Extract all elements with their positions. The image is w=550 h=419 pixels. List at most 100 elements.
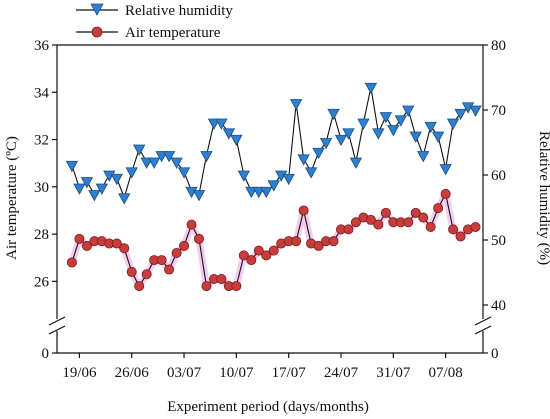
temperature-point (231, 281, 242, 292)
temperature-point (365, 214, 376, 225)
x-tick-label: 10/07 (219, 365, 254, 381)
temperature-point (193, 233, 204, 244)
humidity-point (118, 193, 131, 205)
temperature-point (246, 255, 257, 266)
temperature-point (418, 212, 429, 223)
humidity-point (282, 173, 295, 186)
humidity-point (215, 118, 228, 130)
temperature-point (141, 269, 152, 280)
humidity-point (342, 128, 355, 140)
humidity-point (439, 164, 452, 176)
humidity-point (409, 131, 422, 143)
humidity-point (297, 154, 310, 166)
x-tick-label: 17/07 (272, 365, 307, 381)
humidity-point (289, 99, 303, 111)
humidity-point (372, 128, 385, 140)
y-right-tick-label: 0 (491, 346, 499, 362)
x-tick-label: 24/07 (324, 365, 359, 381)
humidity-point (162, 151, 176, 163)
humidity-point (402, 105, 415, 117)
humidity-point (230, 134, 243, 147)
axis-break-right-mark-lower (474, 325, 492, 335)
humidity-point (207, 118, 221, 130)
legend: Relative humidity Air temperature (76, 3, 233, 41)
y-right-tick-label: 70 (491, 103, 506, 119)
temperature-point (74, 233, 85, 244)
humidity-point (260, 186, 273, 199)
humidity-point (431, 131, 445, 143)
humidity-point (446, 118, 460, 130)
y-right-tick-label: 60 (491, 168, 506, 184)
temperature-point (433, 203, 444, 214)
temperature-point (291, 236, 302, 247)
humidity-point (237, 170, 251, 182)
temperature-point (171, 247, 182, 258)
y-left-tick-label: 28 (34, 227, 49, 243)
y-right-tick-label: 40 (491, 298, 506, 314)
humidity-point (222, 128, 236, 140)
legend-humidity-marker (90, 3, 104, 16)
temperature-point (179, 240, 190, 251)
y-right-tick-label: 80 (491, 38, 506, 54)
temperature-point (380, 207, 391, 218)
temperature-point (216, 273, 227, 284)
humidity-point (357, 118, 370, 130)
legend-temperature-marker (91, 26, 103, 38)
y-left-tick-label: 0 (42, 346, 50, 362)
temperature-point (313, 240, 324, 251)
humidity-point (327, 108, 340, 121)
y-left-tick-label: 32 (34, 133, 49, 149)
temperature-point (134, 281, 145, 292)
temperature-point (343, 224, 354, 235)
x-axis-title: Experiment period (days/months) (167, 399, 369, 415)
temperature-point (126, 266, 137, 277)
humidity-point (65, 160, 79, 173)
temperature-point (328, 236, 339, 247)
axis-break-right-mark-upper (474, 316, 492, 326)
legend-temperature-label: Air temperature (125, 25, 221, 41)
legend-humidity-label: Relative humidity (125, 3, 233, 19)
temperature-point (373, 219, 384, 230)
temperature-point (238, 250, 249, 261)
temperature-point (81, 240, 92, 251)
temperature-point (470, 221, 481, 232)
temperature-point (119, 243, 130, 254)
temperature-point (186, 219, 197, 230)
humidity-point (364, 82, 378, 95)
humidity-point (319, 138, 333, 150)
temperature-point (268, 245, 279, 256)
temperature-point (448, 224, 459, 235)
temperature-point (455, 231, 466, 242)
temperature-point (298, 205, 309, 216)
humidity-point (95, 183, 109, 195)
temperature-point (66, 257, 77, 268)
humidity-point (394, 115, 407, 127)
humidity-point (170, 157, 183, 169)
axis-break-left-mark-lower (48, 325, 66, 335)
humidity-point (424, 121, 437, 134)
x-tick-label: 31/07 (376, 365, 411, 381)
humidity-point (312, 147, 325, 160)
temperature-point (111, 238, 122, 249)
humidity-point (88, 190, 101, 202)
humidity-point (334, 134, 348, 147)
humidity-point (125, 167, 138, 179)
humidity-point (469, 105, 482, 117)
humidity-point (379, 112, 393, 124)
humidity-point (349, 157, 363, 169)
x-tick-label: 03/07 (167, 365, 202, 381)
temperature-point (410, 207, 421, 218)
y-left-tick-label: 36 (34, 38, 50, 54)
temperature-point (156, 255, 167, 266)
temperature-point (201, 281, 212, 292)
y-left-tick-label: 30 (34, 180, 49, 196)
temperature-point (350, 217, 361, 228)
temperature-point (440, 188, 451, 199)
humidity-point (177, 167, 191, 179)
humidity-point (267, 180, 280, 192)
temperature-point (403, 217, 414, 228)
x-tick-label: 26/06 (115, 365, 150, 381)
humidity-point (387, 125, 400, 137)
humidity-point (80, 177, 94, 189)
